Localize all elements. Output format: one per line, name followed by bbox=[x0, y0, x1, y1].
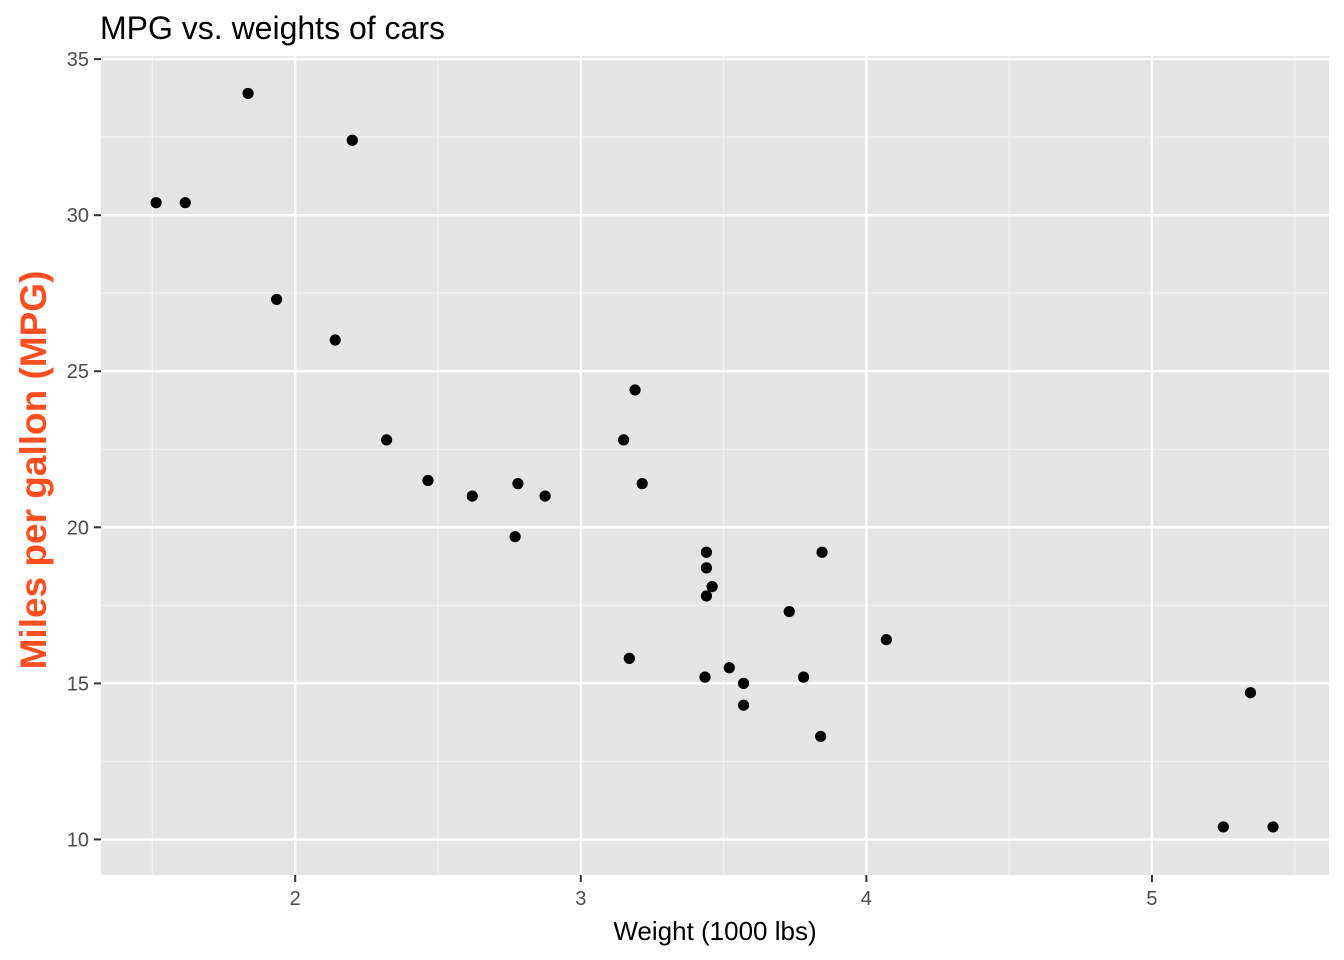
x-tick-label: 2 bbox=[290, 888, 301, 910]
data-point bbox=[512, 478, 524, 490]
data-point bbox=[618, 434, 630, 446]
data-point bbox=[271, 293, 283, 306]
data-point bbox=[539, 490, 551, 502]
data-point bbox=[797, 671, 810, 683]
data-point bbox=[629, 384, 641, 396]
data-point bbox=[466, 490, 478, 502]
data-point bbox=[242, 87, 254, 100]
data-point bbox=[179, 197, 191, 209]
plot-panel bbox=[101, 56, 1329, 875]
data-point bbox=[1244, 687, 1257, 699]
y-axis: 10 15 20 25 30 35 bbox=[67, 49, 101, 851]
data-point bbox=[150, 197, 162, 209]
x-tick-label: 4 bbox=[861, 888, 872, 910]
data-point bbox=[700, 546, 713, 558]
data-point bbox=[509, 531, 521, 543]
x-tick-label: 3 bbox=[575, 888, 586, 910]
data-point bbox=[422, 474, 434, 487]
data-point bbox=[737, 699, 750, 711]
chart-title: MPG vs. weights of cars bbox=[100, 10, 445, 46]
x-tick-label: 5 bbox=[1146, 888, 1157, 910]
data-point bbox=[816, 546, 828, 558]
y-tick-label: 35 bbox=[67, 49, 89, 71]
data-point bbox=[636, 478, 648, 490]
y-axis-title: Miles per gallon (MPG) bbox=[13, 271, 54, 670]
data-point bbox=[1267, 821, 1279, 833]
data-point bbox=[380, 434, 393, 446]
data-point bbox=[623, 652, 635, 664]
data-point bbox=[880, 634, 892, 646]
data-point bbox=[737, 677, 750, 689]
y-tick-label: 20 bbox=[67, 517, 89, 539]
data-point bbox=[783, 605, 795, 618]
x-axis-title: Weight (1000 lbs) bbox=[613, 916, 816, 946]
y-tick-label: 15 bbox=[67, 673, 89, 695]
data-point bbox=[1217, 821, 1229, 833]
data-point bbox=[346, 134, 358, 146]
y-tick-label: 30 bbox=[67, 205, 89, 227]
y-tick-label: 10 bbox=[67, 829, 89, 851]
data-point bbox=[723, 662, 735, 674]
major-gridlines bbox=[101, 56, 1329, 875]
data-point bbox=[815, 730, 827, 743]
y-tick-label: 25 bbox=[67, 361, 89, 383]
x-axis: 2 3 4 5 bbox=[290, 875, 1158, 910]
data-point bbox=[700, 590, 713, 602]
data-point bbox=[700, 562, 713, 574]
minor-gridlines bbox=[101, 56, 1329, 875]
data-point bbox=[699, 671, 711, 683]
data-point bbox=[329, 334, 341, 346]
data-point bbox=[706, 581, 718, 593]
data-points bbox=[150, 87, 1279, 833]
